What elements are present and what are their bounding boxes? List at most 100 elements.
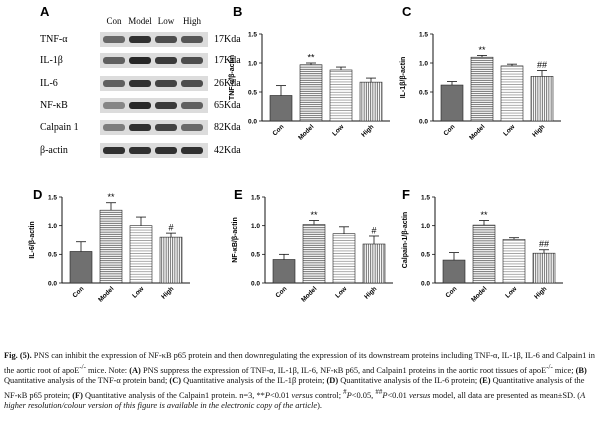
y-tick-label: 0.0: [421, 280, 430, 287]
blot-size-label: 17Kda: [214, 34, 241, 45]
caption-line-4d: Quantitative analysis of the NF-κB p65 p…: [4, 375, 585, 400]
blot-strip: [100, 53, 208, 68]
bar-chart-f: F Calpain-1/β-actin 0.0 0.5 1.0 1.5 Con ** Model…: [402, 187, 563, 304]
blot-size-label: 65Kda: [214, 100, 241, 111]
bar-low: [332, 233, 356, 284]
blot-band: [129, 102, 151, 109]
x-tick-label: Con: [445, 285, 459, 299]
x-tick-label: Low: [334, 285, 349, 300]
blot-row: IL-1β 17Kda: [40, 53, 241, 68]
y-tick-label: 0.0: [419, 118, 428, 125]
blot-row: β-actin 42Kda: [40, 143, 241, 158]
caption-p-1: P: [264, 390, 270, 400]
caption-line-6b: ).: [317, 400, 322, 410]
panel-letter: F: [402, 187, 410, 202]
blot-band: [103, 147, 125, 154]
panel-letter: E: [234, 187, 243, 202]
blot-band: [181, 36, 203, 43]
significance-label: **: [478, 45, 486, 55]
bar-high: [362, 243, 386, 284]
caption-ref-b: (B): [575, 365, 587, 375]
blot-protein-label: NF-κB: [40, 100, 68, 111]
blot-band: [181, 124, 203, 131]
bar-high: [530, 76, 554, 122]
x-tick-label: Model: [297, 123, 315, 141]
caption-sup-4: ##: [375, 387, 383, 396]
blot-band: [129, 36, 151, 43]
x-tick-label: High: [363, 285, 378, 300]
caption-sup-1: -/-: [79, 362, 86, 371]
blot-band: [155, 57, 177, 64]
caption-line-3b: mice;: [552, 365, 576, 375]
bar-con: [440, 84, 464, 122]
x-tick-label: Model: [470, 285, 488, 303]
x-tick-label: Low: [502, 123, 517, 138]
x-tick-label: Low: [331, 123, 346, 138]
blot-protein-label: Calpain 1: [40, 122, 79, 133]
y-tick-label: 0.5: [48, 252, 57, 259]
significance-label: #: [371, 225, 376, 235]
blot-band: [181, 80, 203, 87]
caption-p-3: P: [382, 390, 388, 400]
y-tick-label: 0.5: [421, 252, 430, 259]
significance-label: **: [307, 53, 315, 63]
bar-model: [470, 56, 494, 122]
y-tick-label: 1.0: [48, 223, 57, 230]
figure-caption: Fig. (5). PNS can inhibit the expression…: [4, 351, 596, 412]
blot-rows: TNF-α 17Kda IL-1β 17Kda IL-6 26Kda NF-κB 65Kda C…: [40, 32, 241, 158]
y-tick-label: 0.0: [251, 280, 260, 287]
blot-strip: [100, 143, 208, 158]
blot-protein-label: β-actin: [40, 145, 68, 156]
panel-letter-a: A: [40, 4, 50, 19]
blot-size-label: 82Kda: [214, 122, 241, 133]
significance-label: **: [480, 210, 488, 220]
caption-line-3d: Quantitative analysis of the TNF-α prote…: [4, 375, 170, 385]
bar-chart-b: B TNF-α/β-actin 0.0 0.5 1.0 1.5 Con ** Model Low H…: [229, 4, 390, 142]
blot-strip: [100, 120, 208, 135]
caption-line-5: n=3, **: [239, 390, 265, 400]
x-tick-label: Con: [443, 123, 457, 137]
significance-label: ##: [537, 60, 547, 70]
blot-band: [181, 147, 203, 154]
blot-row: Calpain 1 82Kda: [40, 120, 241, 135]
y-tick-label: 0.0: [48, 280, 57, 287]
x-tick-label: High: [360, 123, 375, 138]
y-axis-label: IL-6/β-actin: [29, 221, 36, 258]
bar-con: [69, 251, 93, 284]
blot-protein-label: IL-1β: [40, 55, 63, 66]
y-axis-label: NF-κB/β-actin: [232, 217, 239, 263]
y-axis-label: TNF-α/β-actin: [229, 55, 236, 100]
blot-band: [155, 124, 177, 131]
blot-band: [103, 124, 125, 131]
x-tick-label: Low: [504, 285, 519, 300]
caption-line-2: IL-1β, IL-6 and Calpain1 in the aortic r…: [4, 351, 595, 375]
x-tick-label: High: [533, 285, 548, 300]
caption-line-5e: control;: [312, 390, 344, 400]
caption-line-5g: <0.05,: [351, 390, 376, 400]
blot-band: [155, 36, 177, 43]
bar-con: [269, 95, 293, 122]
caption-line-2b: mice. Note:: [85, 365, 130, 375]
blot-band: [181, 102, 203, 109]
caption-line-4b: Quantitative analysis of the IL-6 protei…: [338, 375, 480, 385]
bar-low: [129, 225, 153, 284]
caption-ref-f: (F): [72, 390, 83, 400]
x-tick-label: Low: [131, 285, 146, 300]
caption-ref-a: (A): [129, 365, 141, 375]
bar-charts: B TNF-α/β-actin 0.0 0.5 1.0 1.5 Con ** Model Low H…: [29, 4, 563, 304]
caption-line-3f: Quantitative analysis of the IL-1β prote…: [181, 375, 325, 385]
bar-model: [99, 209, 123, 284]
caption-line-3: proteins in the aortic root tissues of a…: [408, 365, 547, 375]
y-tick-label: 1.0: [421, 223, 430, 230]
bar-chart-d: D IL-6/β-actin 0.0 0.5 1.0 1.5 Con ** Model Low # H…: [29, 187, 190, 304]
caption-line-5l: A higher resolution/colour version of th…: [4, 390, 586, 410]
blot-band: [155, 147, 177, 154]
x-tick-label: High: [160, 285, 175, 300]
caption-versus-2: versus: [408, 390, 431, 400]
significance-label: #: [168, 223, 173, 233]
caption-fig-label: Fig. (5).: [4, 351, 32, 360]
significance-label: **: [310, 210, 318, 220]
bar-low: [502, 239, 526, 284]
blot-lane-con: Con: [106, 16, 122, 26]
bar-chart-c: C IL-1β/β-actin 0.0 0.5 1.0 1.5 Con ** Model Low #…: [400, 4, 561, 142]
